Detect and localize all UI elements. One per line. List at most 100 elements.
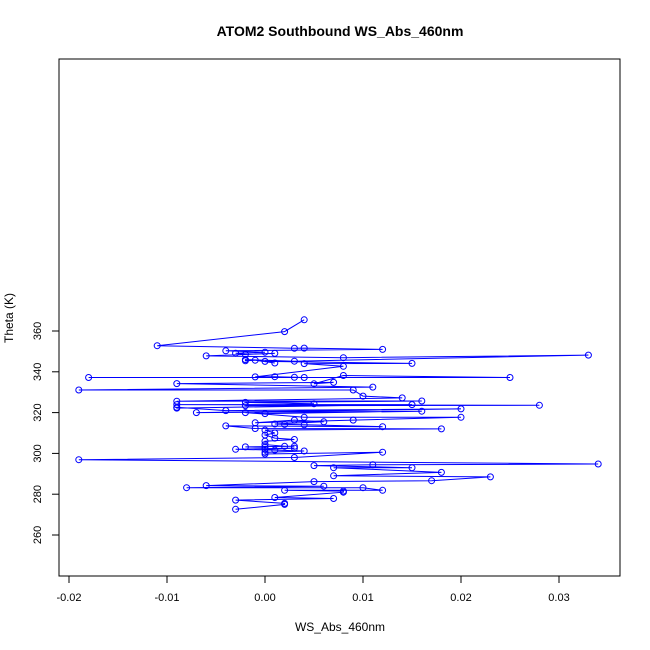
data-point <box>428 477 436 485</box>
data-point <box>232 349 240 357</box>
data-point <box>300 413 308 421</box>
y-tick-label: 360 <box>32 322 44 340</box>
data-point <box>300 421 308 429</box>
data-point <box>330 472 338 480</box>
data-point <box>261 357 269 365</box>
data-point <box>271 434 279 442</box>
x-tick-label: 0.00 <box>254 592 275 604</box>
data-point <box>310 380 318 388</box>
data-point <box>379 345 387 353</box>
data-point <box>330 495 338 502</box>
data-point <box>339 354 347 362</box>
data-point <box>183 484 191 492</box>
data-point <box>281 420 289 428</box>
data-point <box>290 357 298 365</box>
data-point <box>300 344 308 352</box>
data-point <box>369 461 377 469</box>
chart-title: ATOM2 Southbound WS_Abs_460nm <box>217 23 464 39</box>
data-point <box>290 344 298 352</box>
data-point <box>359 484 367 492</box>
data-point <box>584 351 592 359</box>
data-point <box>300 316 308 324</box>
data-point <box>222 407 230 415</box>
data-point <box>261 348 269 356</box>
data-point <box>271 349 279 357</box>
data-point <box>232 496 240 504</box>
y-tick-label: 320 <box>32 403 44 421</box>
data-point <box>173 401 181 409</box>
data-point <box>369 383 377 391</box>
data-point <box>85 374 93 381</box>
data-point <box>271 359 279 367</box>
data-point <box>486 473 494 481</box>
data-point <box>271 494 279 501</box>
x-tick-label: -0.01 <box>154 592 179 604</box>
data-point <box>437 468 445 476</box>
data-point <box>359 392 367 400</box>
data-point <box>192 409 200 417</box>
y-axis-label: Theta (K) <box>2 293 16 343</box>
data-point <box>271 373 279 381</box>
y-tick-label: 280 <box>32 485 44 503</box>
data-point <box>281 328 289 336</box>
data-point <box>408 359 416 367</box>
data-point <box>457 413 465 421</box>
data-point <box>75 386 83 394</box>
data-point <box>408 401 416 409</box>
data-point <box>290 416 298 424</box>
data-point <box>222 347 230 355</box>
x-axis: -0.02 -0.01 0.00 0.01 0.02 0.03 <box>56 575 570 604</box>
data-point <box>418 407 426 415</box>
data-point <box>290 454 298 461</box>
data-point <box>251 373 259 381</box>
data-point <box>241 409 249 417</box>
data-point <box>300 374 308 381</box>
data-point <box>271 429 279 437</box>
y-axis: 260 280 300 320 340 360 <box>32 322 60 544</box>
series-line <box>78 319 599 510</box>
data-point <box>153 342 161 350</box>
data-point <box>330 378 338 386</box>
data-point <box>261 410 269 418</box>
data-point <box>339 488 347 496</box>
data-point <box>251 425 259 432</box>
data-point <box>232 445 240 453</box>
data-point <box>310 478 318 486</box>
x-tick-label: 0.01 <box>352 592 373 604</box>
x-tick-label: 0.02 <box>450 592 471 604</box>
data-point <box>261 450 269 458</box>
data-point <box>310 400 318 408</box>
data-point <box>281 486 289 494</box>
data-point <box>535 401 543 409</box>
data-point <box>320 418 328 426</box>
data-point <box>202 482 210 490</box>
data-point <box>379 448 387 456</box>
x-tick-label: -0.02 <box>56 592 81 604</box>
data-point <box>594 460 602 468</box>
data-point <box>310 462 318 470</box>
data-point <box>251 356 259 364</box>
series-layer <box>75 316 602 513</box>
y-tick-label: 300 <box>32 444 44 462</box>
data-point <box>349 386 357 394</box>
data-point <box>339 372 347 379</box>
data-point <box>222 422 230 430</box>
data-point <box>241 443 249 451</box>
data-point <box>261 445 269 453</box>
data-point <box>261 443 269 451</box>
data-point <box>271 420 279 428</box>
data-point <box>173 403 181 411</box>
data-point <box>418 397 426 405</box>
data-point <box>320 482 328 490</box>
data-point <box>261 441 269 449</box>
data-point <box>290 436 298 443</box>
data-point <box>241 357 249 365</box>
plot-frame <box>58 58 621 577</box>
data-point <box>379 423 387 431</box>
data-point <box>202 352 210 360</box>
data-point <box>457 405 465 413</box>
data-point <box>300 447 308 455</box>
data-point <box>281 500 289 508</box>
data-point <box>437 425 445 433</box>
